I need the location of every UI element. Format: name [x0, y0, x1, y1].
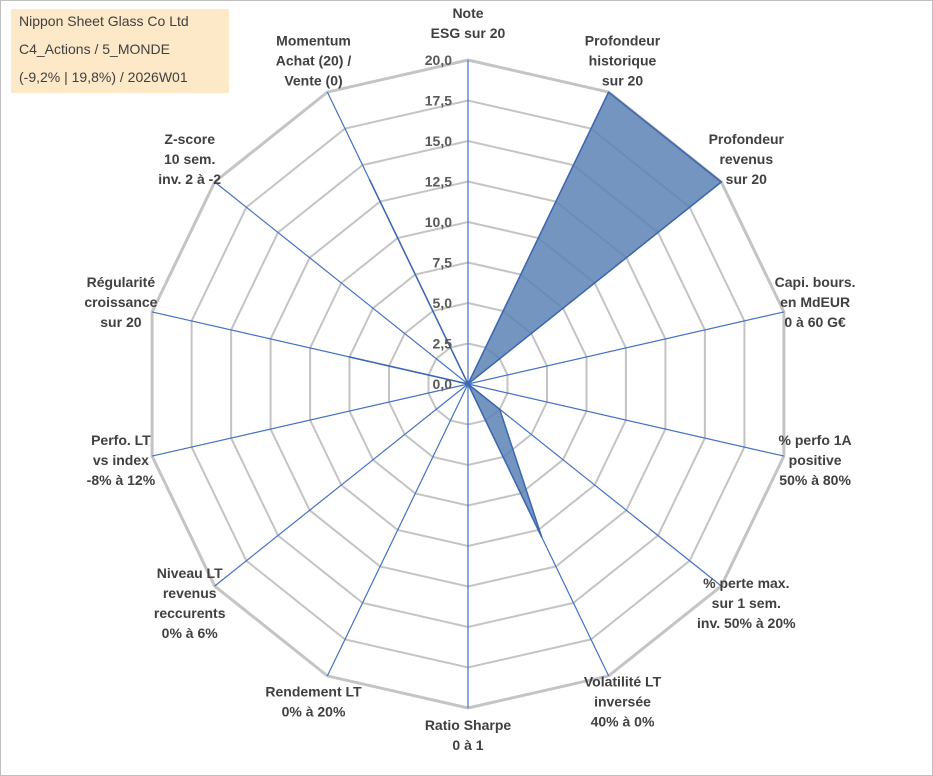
series-area [348, 91, 723, 539]
tick-label: 15,0 [425, 133, 452, 149]
axis-label: Rendement LT 0% à 20% [265, 684, 362, 720]
axis-label: Profondeur historique sur 20 [585, 32, 661, 88]
tick-label: 20,0 [425, 52, 452, 68]
radar-series [348, 91, 723, 539]
tick-label: 5,0 [433, 295, 453, 311]
range-week-label: (-9,2% | 19,8%) / 2026W01 [19, 69, 188, 85]
company-name: Nippon Sheet Glass Co Ltd [19, 13, 189, 29]
tick-label: 12,5 [425, 174, 452, 190]
axis-label: Momentum Achat (20) / Vente (0) [276, 32, 352, 88]
axis-label: Niveau LT revenus reccurents 0% à 6% [154, 565, 226, 641]
axis-label: Ratio Sharpe 0 à 1 [425, 717, 512, 753]
axis-spoke [467, 311, 785, 385]
tick-label: 2,5 [433, 336, 453, 352]
axis-label: Régularité croissance sur 20 [84, 274, 157, 330]
axis-spoke [467, 383, 722, 587]
radar-tick-labels: 0,0 2,5 5,0 7,5 10,0 12,5 15,0 17,5 20,0 [425, 52, 452, 392]
axis-spoke [214, 383, 469, 587]
tick-label: 10,0 [425, 214, 452, 230]
axis-spoke [151, 383, 469, 457]
tick-label: 0,0 [433, 376, 453, 392]
tick-label: 17,5 [425, 93, 452, 109]
axis-label: % perfo 1A positive 50% à 80% [779, 432, 852, 488]
axis-label: Note ESG sur 20 [431, 5, 506, 41]
axis-spoke [214, 181, 469, 385]
title-box: Nippon Sheet Glass Co Ltd C4_Actions / 5… [11, 9, 229, 93]
axis-label: % perte max. sur 1 sem. inv. 50% à 20% [697, 575, 796, 631]
portfolio-label: C4_Actions / 5_MONDE [19, 41, 170, 57]
tick-label: 7,5 [433, 255, 453, 271]
axis-label: Z-score 10 sem. inv. 2 à -2 [158, 131, 221, 187]
axis-label: Perfo. LT vs index -8% à 12% [87, 432, 156, 488]
axis-label: Profondeur revenus sur 20 [709, 131, 785, 187]
axis-label: Volatilité LT inversée 40% à 0% [584, 674, 662, 730]
axis-label: Capi. bours. en MdEUR 0 à 60 G€ [775, 274, 856, 330]
axis-spoke [467, 383, 785, 457]
radar-axis-labels: Note ESG sur 20 Profondeur historique sur 20… [84, 5, 855, 753]
axis-spoke [326, 383, 469, 677]
